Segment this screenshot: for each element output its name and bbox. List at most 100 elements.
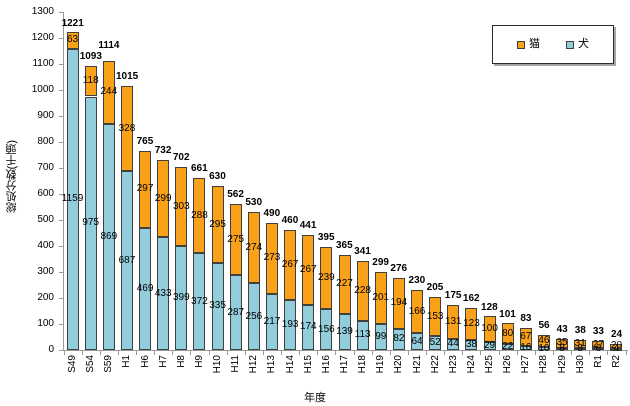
x-tick-label: H22 [429,355,441,374]
x-tick-label: H26 [502,355,514,374]
dog-value-label: 193 [281,318,299,330]
legend-label: 猫 [529,38,540,50]
x-tick-mark [335,351,337,355]
x-tick-label: H1 [121,355,133,368]
legend-item-dog: 犬 [566,39,589,50]
cat-segment [320,247,333,310]
x-tick-label: H7 [157,355,169,368]
dog-value-label: 335 [209,300,226,312]
cat-value-label: 228 [354,284,371,296]
cat-segment [338,254,351,314]
total-value-label: 562 [227,188,244,200]
legend-item-cat: 猫 [517,39,540,50]
dog-value-label: 82 [393,333,405,345]
total-value-label: 128 [481,301,498,313]
dog-segment [610,348,623,351]
cat-value-label: 153 [426,310,444,322]
dog-value-label: 8 [559,342,565,354]
total-value-label: 530 [245,197,263,209]
total-value-label: 630 [209,171,226,183]
dog-segment [429,336,442,350]
x-tick-mark [480,351,482,355]
x-tick-label: H29 [556,355,568,374]
dog-segment [338,313,351,350]
x-tick-label: H25 [484,355,496,374]
y-tick-label: 300 [37,266,54,277]
dog-value-label: 29 [483,340,496,352]
cat-value-label: 27 [592,338,604,350]
dog-segment [537,347,550,350]
cat-segment [556,338,569,348]
dog-segment [320,309,333,350]
y-tick-label: 200 [37,292,54,303]
dog-value-label: 99 [375,331,387,343]
x-tick-mark [462,351,464,355]
x-tick-mark [117,351,119,355]
x-tick-label: H15 [302,355,314,374]
x-tick-mark [208,351,210,355]
cat-value-label: 274 [245,241,263,253]
x-tick-mark [625,351,627,355]
x-tick-mark [426,351,428,355]
dog-segment [265,293,278,350]
x-tick-label: S59 [103,355,115,373]
cat-segment [411,290,424,334]
cat-value-label: 295 [209,218,226,230]
x-axis-title: 年度 [304,392,326,404]
total-value-label: 276 [390,263,408,275]
dog-segment [483,342,496,350]
cat-segment [465,308,478,341]
cat-value-label: 275 [227,233,245,245]
cat-segment [537,335,550,348]
cat-value-label: 80 [502,327,514,339]
y-tick-label: 1300 [31,6,54,17]
dog-value-label: 287 [227,306,245,318]
dog-segment [465,340,478,350]
y-tick-label: 0 [48,344,54,355]
cat-segment [84,65,97,97]
cat-value-label: 299 [154,192,172,204]
cat-segment [265,222,278,294]
legend: 猫犬 [492,25,614,64]
legend-swatch-cat-icon [517,40,525,49]
y-tick-mark [58,272,63,273]
dog-value-label: 433 [154,287,172,299]
x-tick-mark [607,351,609,355]
cat-segment [302,235,315,305]
dog-value-label: 10 [538,342,550,354]
cat-segment [392,278,405,329]
dog-segment [411,333,424,350]
cat-value-label: 297 [136,183,154,195]
x-tick-mark [571,351,573,355]
total-value-label: 1221 [61,17,84,29]
dog-segment [356,320,369,350]
cat-value-label: 20 [610,340,623,352]
cat-value-label: 273 [263,252,281,264]
dog-value-label: 156 [318,323,335,335]
y-tick-label: 900 [37,110,54,121]
y-axis-line [62,12,64,350]
total-value-label: 230 [408,275,426,287]
y-tick-mark [58,116,63,117]
dog-segment [447,338,460,350]
x-tick-mark [99,351,101,355]
cat-value-label: 67 [520,331,532,343]
y-tick-mark [58,298,63,299]
x-tick-mark [589,351,591,355]
x-tick-label: H23 [447,355,459,374]
x-tick-label: H14 [284,355,296,374]
x-tick-mark [172,351,174,355]
x-tick-mark [226,351,228,355]
dog-segment [175,246,188,350]
dog-value-label: 113 [354,329,371,341]
cat-value-label: 63 [67,34,79,46]
y-tick-mark [58,220,63,221]
cat-value-label: 46 [538,335,550,347]
y-tick-mark [58,90,63,91]
total-value-label: 162 [462,292,480,304]
x-tick-label: H12 [248,355,260,374]
y-tick-mark [58,246,63,247]
x-tick-label: H28 [538,355,550,374]
cat-value-label: 31 [574,337,586,349]
dog-segment [284,299,297,350]
